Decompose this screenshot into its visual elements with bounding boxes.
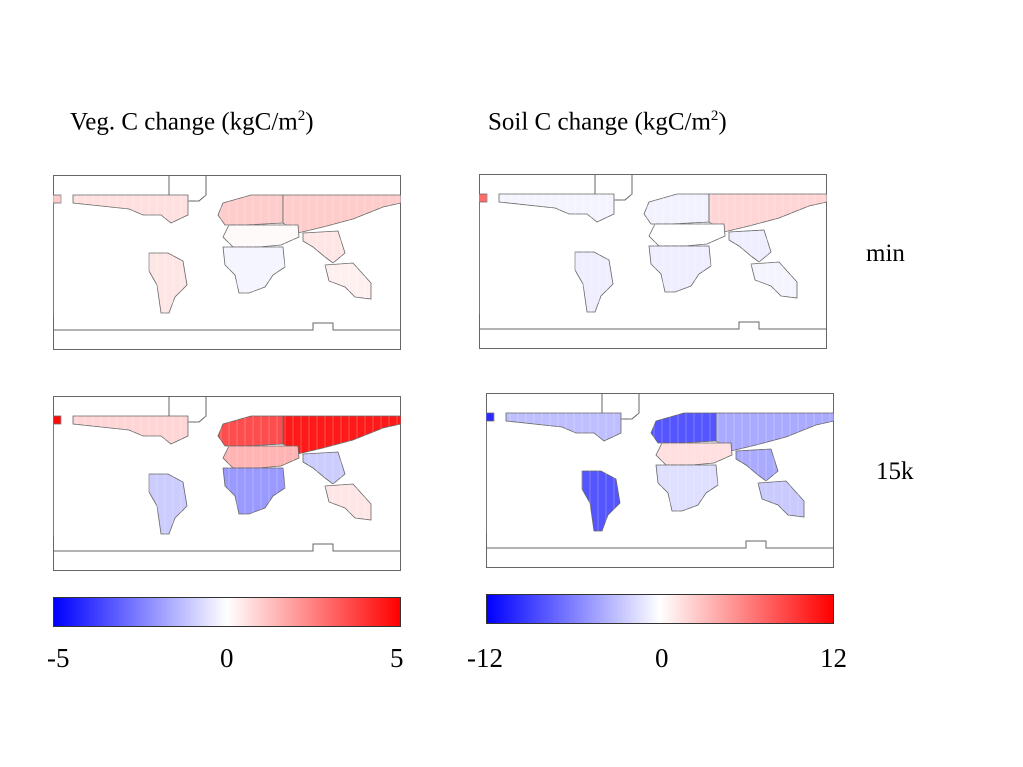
region-north-america-high-latitudes bbox=[53, 415, 62, 425]
soil-title-sup: 2 bbox=[710, 108, 719, 124]
region-north-america-mid-latitudes bbox=[72, 415, 189, 445]
soil-title-close: ) bbox=[718, 108, 727, 136]
map-veg-min bbox=[53, 175, 401, 350]
region-south-america bbox=[574, 251, 614, 313]
region-south-asia bbox=[302, 451, 346, 485]
region-africa bbox=[222, 467, 286, 515]
colorbar-veg-tick-min: -5 bbox=[47, 643, 70, 673]
row-label-min: min bbox=[866, 240, 905, 267]
veg-title: Veg. C change (kgC/m2) bbox=[70, 108, 314, 136]
region-africa bbox=[655, 464, 719, 512]
region-south-asia bbox=[728, 229, 772, 263]
soil-title-text: Soil C change (kgC/m bbox=[488, 108, 711, 136]
colorbar-soil-tick-min: -12 bbox=[467, 643, 503, 673]
region-south-america bbox=[148, 252, 188, 314]
soil-title: Soil C change (kgC/m2) bbox=[488, 108, 727, 136]
region-central-asia bbox=[655, 442, 733, 466]
region-south-america bbox=[148, 473, 188, 535]
region-australia bbox=[750, 261, 798, 299]
region-australia bbox=[324, 262, 372, 300]
row-label-15k: 15k bbox=[876, 458, 914, 485]
region-central-asia bbox=[648, 223, 726, 247]
veg-title-sup: 2 bbox=[297, 108, 306, 124]
region-south-asia bbox=[302, 230, 346, 264]
region-africa bbox=[222, 246, 286, 294]
region-europe bbox=[217, 415, 284, 447]
region-australia bbox=[324, 483, 372, 521]
colorbar-soil-tick-mid: 0 bbox=[655, 643, 669, 673]
antarctica-outline bbox=[479, 321, 827, 330]
map-svg bbox=[486, 393, 834, 568]
region-australia bbox=[757, 480, 805, 518]
region-north-america-high-latitudes bbox=[486, 412, 495, 422]
map-svg bbox=[479, 174, 827, 349]
map-svg bbox=[53, 175, 401, 350]
region-africa bbox=[648, 245, 712, 293]
colorbar-veg-tick-mid: 0 bbox=[220, 643, 234, 673]
region-central-asia bbox=[222, 224, 300, 248]
antarctica-outline bbox=[486, 540, 834, 549]
region-north-america-mid-latitudes bbox=[498, 193, 615, 223]
region-north-america-high-latitudes bbox=[53, 194, 62, 204]
colorbar-veg-tick-max: 5 bbox=[390, 643, 404, 673]
antarctica-outline bbox=[53, 322, 401, 331]
region-south-america bbox=[581, 470, 621, 532]
region-europe bbox=[217, 194, 284, 226]
region-europe bbox=[650, 412, 717, 444]
map-soil-15k bbox=[486, 393, 834, 568]
map-veg-15k bbox=[53, 396, 401, 571]
colorbar-soil bbox=[486, 594, 834, 624]
region-north-america-mid-latitudes bbox=[505, 412, 622, 442]
region-south-asia bbox=[735, 448, 779, 482]
region-europe bbox=[643, 193, 710, 225]
region-central-asia bbox=[222, 445, 300, 469]
region-north-america-high-latitudes bbox=[479, 193, 488, 203]
colorbar-soil-tick-max: 12 bbox=[820, 643, 847, 673]
veg-title-close: ) bbox=[305, 108, 314, 136]
colorbar-veg bbox=[53, 597, 401, 627]
map-svg bbox=[53, 396, 401, 571]
antarctica-outline bbox=[53, 543, 401, 552]
region-north-america-mid-latitudes bbox=[72, 194, 189, 224]
map-soil-min bbox=[479, 174, 827, 349]
veg-title-text: Veg. C change (kgC/m bbox=[70, 108, 298, 136]
